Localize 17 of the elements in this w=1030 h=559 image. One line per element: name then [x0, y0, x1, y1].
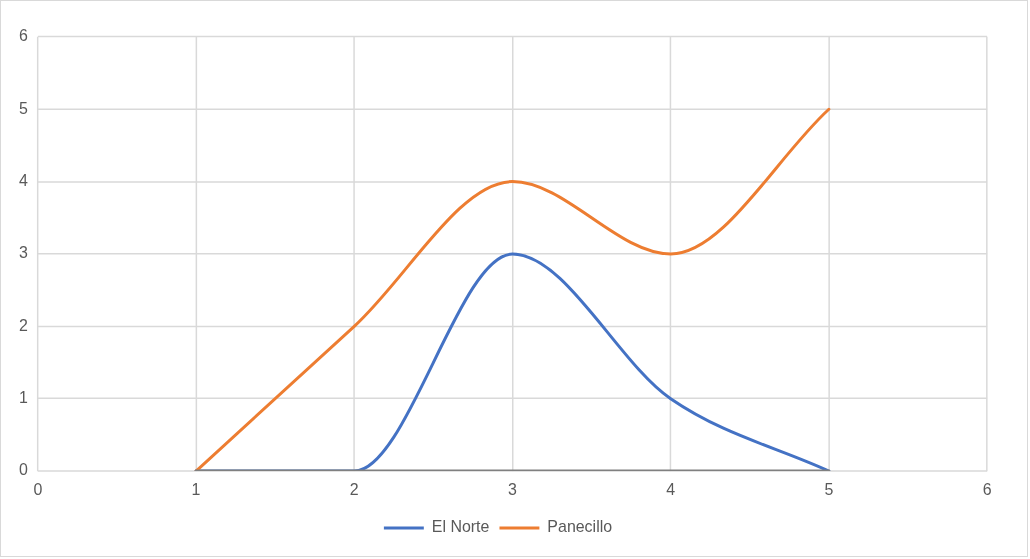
line-series — [194, 107, 831, 472]
x-tick-label: 4 — [666, 481, 676, 499]
x-tick-label: 3 — [508, 481, 518, 499]
y-tick-label: 2 — [18, 316, 28, 334]
x-tick-label: 1 — [191, 481, 201, 499]
y-tick-label: 1 — [18, 389, 28, 407]
x-tick-label: 2 — [349, 481, 359, 499]
y-tick-label: 4 — [18, 172, 28, 189]
legend-label: Panecillo — [547, 518, 613, 536]
y-tick-label: 6 — [18, 27, 28, 45]
x-tick-label: 6 — [982, 481, 992, 499]
x-tick-label: 0 — [33, 481, 43, 499]
y-tick-label: 0 — [18, 461, 28, 479]
y-tick-label: 3 — [18, 244, 28, 262]
legend-label: El Norte — [431, 518, 490, 536]
x-tick-label: 5 — [824, 481, 834, 499]
y-tick-label: 5 — [18, 99, 28, 117]
